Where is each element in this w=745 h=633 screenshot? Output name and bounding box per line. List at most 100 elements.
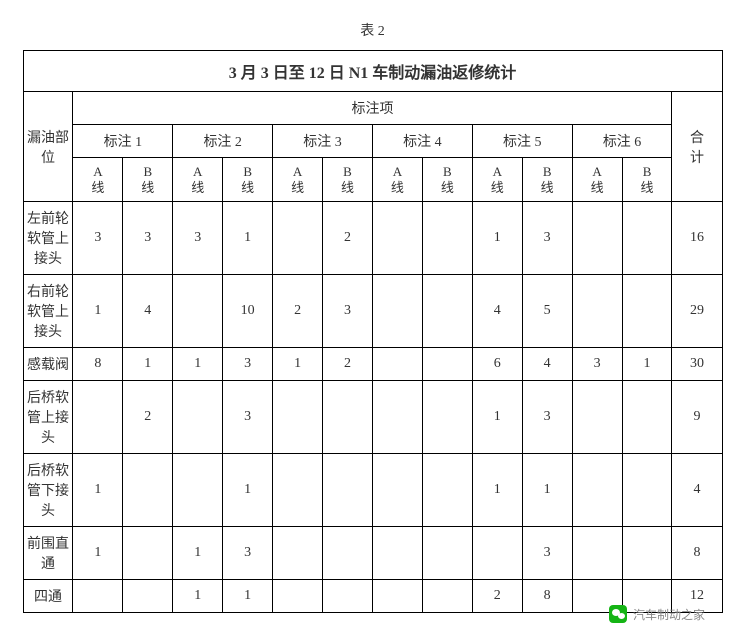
data-cell <box>422 454 472 527</box>
data-cell <box>622 454 672 527</box>
table-row: 右前轮软管上接头1410234529 <box>23 275 722 348</box>
header-annotation-1: 标注 1 <box>73 125 173 158</box>
header-a3: A 线 <box>273 158 323 202</box>
data-cell <box>572 381 622 454</box>
data-cell: 1 <box>73 454 123 527</box>
header-b6: B 线 <box>622 158 672 202</box>
data-cell: 4 <box>123 275 173 348</box>
data-cell: 1 <box>73 527 123 580</box>
row-label: 前围直通 <box>23 527 73 580</box>
data-cell <box>323 381 373 454</box>
data-cell <box>372 580 422 613</box>
data-cell <box>572 527 622 580</box>
data-cell: 1 <box>472 202 522 275</box>
data-cell <box>422 580 472 613</box>
data-cell: 8 <box>522 580 572 613</box>
data-cell: 3 <box>522 527 572 580</box>
header-annotation-group: 标注项 <box>73 92 672 125</box>
header-a6: A 线 <box>572 158 622 202</box>
table-body: 左前轮软管上接头333121316右前轮软管上接头1410234529感载阀81… <box>23 202 722 613</box>
data-cell: 1 <box>622 348 672 381</box>
data-cell <box>422 381 472 454</box>
table-row: 感载阀811312643130 <box>23 348 722 381</box>
data-cell: 1 <box>223 580 273 613</box>
data-cell <box>372 202 422 275</box>
header-a1: A 线 <box>73 158 123 202</box>
data-cell <box>173 275 223 348</box>
footer-note: 汽车制动之家 <box>609 605 705 623</box>
row-label: 后桥软管上接头 <box>23 381 73 454</box>
data-cell: 1 <box>223 202 273 275</box>
header-total: 合 计 <box>672 92 722 202</box>
header-b1: B 线 <box>123 158 173 202</box>
data-cell: 1 <box>522 454 572 527</box>
data-cell: 3 <box>223 381 273 454</box>
data-cell <box>372 381 422 454</box>
data-cell: 4 <box>472 275 522 348</box>
header-b3: B 线 <box>323 158 373 202</box>
data-cell: 3 <box>522 202 572 275</box>
data-cell <box>123 580 173 613</box>
data-cell: 1 <box>472 381 522 454</box>
header-annotation-4: 标注 4 <box>372 125 472 158</box>
header-b2: B 线 <box>223 158 273 202</box>
data-cell <box>572 454 622 527</box>
row-total: 9 <box>672 381 722 454</box>
table-title: 3 月 3 日至 12 日 N1 车制动漏油返修统计 <box>23 51 722 92</box>
data-cell <box>372 454 422 527</box>
data-cell: 5 <box>522 275 572 348</box>
data-cell: 1 <box>73 275 123 348</box>
data-cell <box>422 275 472 348</box>
wechat-icon <box>609 605 627 623</box>
data-cell <box>273 580 323 613</box>
data-cell: 10 <box>223 275 273 348</box>
data-cell: 2 <box>323 348 373 381</box>
header-b5: B 线 <box>522 158 572 202</box>
data-cell: 1 <box>123 348 173 381</box>
table-row: 左前轮软管上接头333121316 <box>23 202 722 275</box>
table-row: 前围直通11338 <box>23 527 722 580</box>
data-cell: 1 <box>273 348 323 381</box>
data-cell <box>73 381 123 454</box>
row-label: 感载阀 <box>23 348 73 381</box>
header-annotation-6: 标注 6 <box>572 125 672 158</box>
data-cell: 2 <box>472 580 522 613</box>
data-cell <box>123 454 173 527</box>
header-ab-row: A 线 B 线 A 线 B 线 A 线 B 线 A 线 B 线 A 线 B 线 … <box>23 158 722 202</box>
data-cell: 2 <box>123 381 173 454</box>
data-cell <box>173 381 223 454</box>
data-cell: 1 <box>173 580 223 613</box>
row-total: 30 <box>672 348 722 381</box>
data-cell <box>372 275 422 348</box>
data-cell: 3 <box>73 202 123 275</box>
data-cell <box>572 202 622 275</box>
data-cell <box>622 202 672 275</box>
data-cell: 1 <box>223 454 273 527</box>
data-cell <box>173 454 223 527</box>
data-cell <box>472 527 522 580</box>
row-label: 左前轮软管上接头 <box>23 202 73 275</box>
row-label: 右前轮软管上接头 <box>23 275 73 348</box>
statistics-table: 3 月 3 日至 12 日 N1 车制动漏油返修统计 漏油部位 标注项 合 计 … <box>23 50 723 613</box>
data-cell: 2 <box>273 275 323 348</box>
row-total: 16 <box>672 202 722 275</box>
header-annotation-2: 标注 2 <box>173 125 273 158</box>
data-cell: 3 <box>223 348 273 381</box>
data-cell: 2 <box>323 202 373 275</box>
data-cell: 8 <box>73 348 123 381</box>
row-total: 4 <box>672 454 722 527</box>
data-cell: 6 <box>472 348 522 381</box>
data-cell <box>273 454 323 527</box>
data-cell: 1 <box>173 527 223 580</box>
data-cell: 1 <box>173 348 223 381</box>
data-cell <box>123 527 173 580</box>
data-cell: 3 <box>223 527 273 580</box>
data-cell <box>323 454 373 527</box>
data-cell <box>273 202 323 275</box>
data-cell <box>73 580 123 613</box>
data-cell: 3 <box>323 275 373 348</box>
data-cell <box>422 527 472 580</box>
data-cell: 3 <box>522 381 572 454</box>
row-label: 后桥软管下接头 <box>23 454 73 527</box>
row-total: 29 <box>672 275 722 348</box>
